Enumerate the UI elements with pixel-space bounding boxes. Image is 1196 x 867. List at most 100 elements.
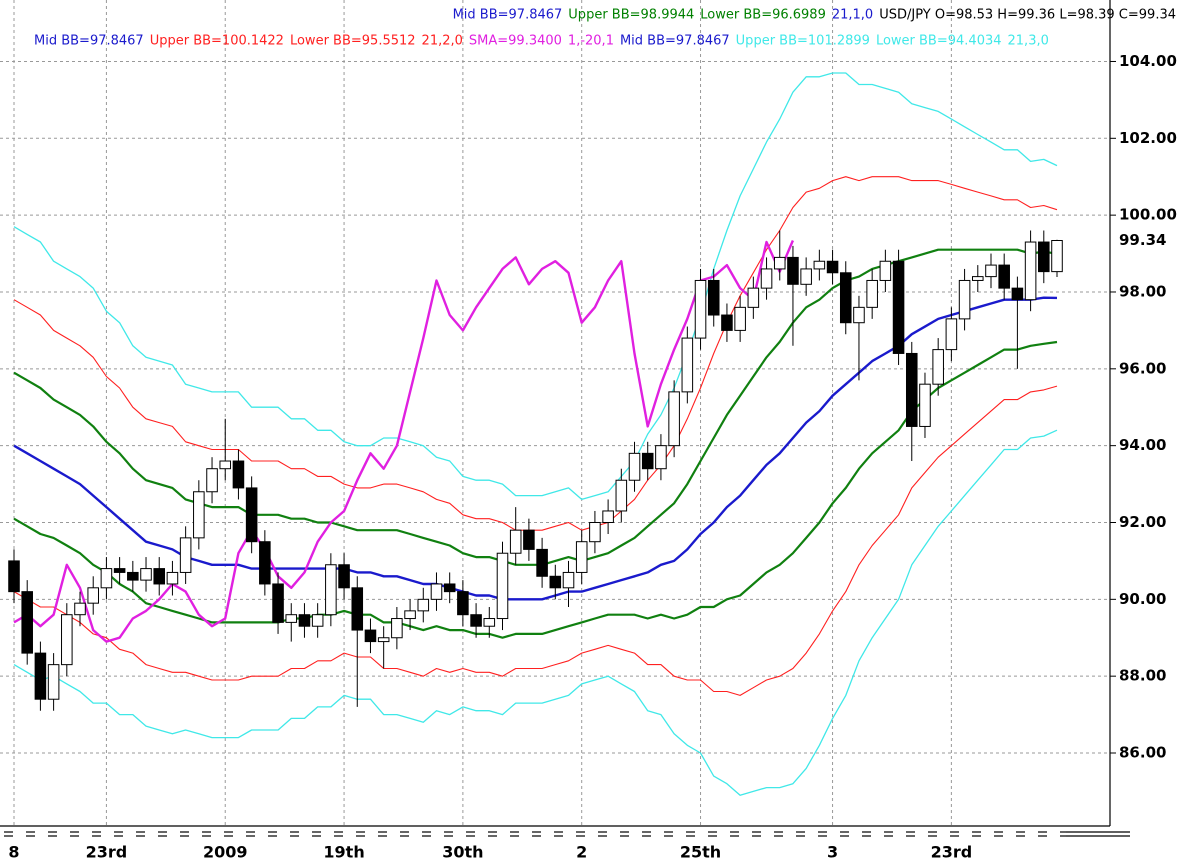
- x-tick-label: 2009: [203, 843, 248, 862]
- candle-body: [259, 541, 271, 585]
- candle-body: [589, 521, 601, 543]
- axis-labels: 86.00 88.00 90.00 92.00 94.00 96.00 98.00 100.0…: [8, 52, 1176, 862]
- legend-entry: Mid BB=97.8467: [34, 34, 144, 49]
- legend-entry: SMA=99.3400: [469, 34, 562, 49]
- candle-body: [839, 272, 852, 324]
- x-tick-label: 23rd: [931, 843, 973, 862]
- legend-entry: Lower BB=94.4034: [876, 34, 1002, 49]
- candle-body: [641, 452, 654, 470]
- candle-body: [707, 279, 720, 316]
- candle-body: [734, 306, 746, 331]
- candle-body: [972, 276, 984, 281]
- candle-body: [404, 610, 416, 620]
- candle-body: [391, 618, 403, 639]
- indicator-line: [13, 72, 1058, 501]
- candle-body: [892, 260, 905, 354]
- candle-body: [668, 391, 680, 447]
- candle-body: [773, 256, 786, 270]
- candle-body: [523, 529, 535, 550]
- x-tick-label: 3: [827, 843, 838, 862]
- x-tick-label: 19th: [323, 843, 364, 862]
- candle-body: [47, 664, 60, 700]
- candle-body: [87, 587, 99, 604]
- x-tick-label: 25th: [680, 843, 721, 862]
- candle-body: [615, 479, 628, 512]
- y-tick-label: 90.00: [1119, 590, 1166, 608]
- candle-body: [958, 279, 971, 320]
- candle-body: [549, 575, 562, 589]
- candle-body: [919, 383, 931, 427]
- x-tick-label: 2: [576, 843, 587, 862]
- candle-body: [483, 618, 496, 627]
- y-tick-label: 94.00: [1119, 436, 1166, 454]
- legend-entry: Mid BB=97.8467: [453, 8, 563, 23]
- legend-entry: Mid BB=97.8467: [620, 34, 730, 49]
- candle-body: [272, 583, 284, 623]
- candle-body: [377, 637, 390, 643]
- candle-body: [193, 491, 205, 539]
- candle-body: [787, 256, 799, 285]
- candle-body: [338, 564, 350, 589]
- y-tick-label: 100.00: [1119, 206, 1177, 224]
- candle-body: [681, 337, 694, 393]
- legend-entry: Upper BB=100.1422: [150, 34, 284, 49]
- legend-entry: 21,2,0: [422, 34, 463, 49]
- candle-body: [1011, 287, 1024, 301]
- candle-body: [985, 264, 997, 278]
- candle-body: [905, 352, 918, 427]
- x-tick-label: 23rd: [86, 843, 128, 862]
- candle-body: [166, 571, 179, 585]
- candle-body: [536, 548, 548, 577]
- indicator-line: [13, 176, 1058, 531]
- candle-body: [457, 591, 469, 616]
- y-tick-label: 92.00: [1119, 513, 1166, 531]
- candle-body: [153, 568, 166, 585]
- legend-entry: Lower BB=95.5512: [290, 34, 416, 49]
- time-scale-strip: [0, 830, 1066, 840]
- candle-body: [298, 614, 311, 627]
- y-tick-label: 102.00: [1119, 129, 1177, 147]
- y-tick-label: 96.00: [1119, 359, 1166, 377]
- candle-body: [364, 629, 377, 643]
- candle-body: [219, 460, 232, 470]
- candle-body: [34, 652, 47, 700]
- candle-body: [800, 268, 812, 285]
- candle-body: [1038, 241, 1050, 273]
- candle-body: [232, 460, 245, 489]
- candle-body: [1051, 240, 1063, 273]
- candle-body: [127, 571, 139, 581]
- candle-body: [932, 349, 944, 385]
- y-tick-label: 88.00: [1119, 667, 1166, 685]
- candle-body: [140, 568, 152, 581]
- legend-entry: Lower BB=96.6989: [700, 8, 826, 23]
- candle-body: [443, 583, 456, 593]
- grid: [0, 0, 1110, 826]
- y-tick-label: 86.00: [1119, 744, 1166, 762]
- candle-body: [945, 318, 958, 351]
- candle-body: [430, 583, 443, 600]
- candle-body: [100, 568, 113, 589]
- candle-body: [747, 287, 760, 308]
- x-tick-label: 8: [8, 843, 19, 862]
- candle-body: [61, 614, 73, 666]
- candle-body: [826, 260, 839, 274]
- last-price-label: 99.34: [1119, 231, 1166, 249]
- y-tick-label: 98.00: [1119, 282, 1166, 300]
- candle-body: [694, 279, 707, 339]
- candle-body: [496, 552, 509, 620]
- legend-entry: USD/JPY O=98.53 H=99.36 L=98.39 C=99.34: [879, 8, 1176, 23]
- legend: Mid BB=97.8467 Upper BB=98.9944 Lower BB=9…: [34, 8, 1176, 49]
- indicator-line: [13, 240, 795, 643]
- legend-entry: 21,3,0: [1008, 34, 1049, 49]
- candle-body: [179, 537, 192, 573]
- candle-body: [721, 314, 733, 331]
- candle-body: [760, 268, 773, 289]
- legend-entry: Upper BB=98.9944: [568, 8, 694, 23]
- candle-body: [853, 306, 865, 324]
- candle-body: [879, 260, 892, 281]
- candle-body: [351, 587, 364, 631]
- indicator-line: [13, 385, 1058, 696]
- candle-body: [74, 602, 86, 616]
